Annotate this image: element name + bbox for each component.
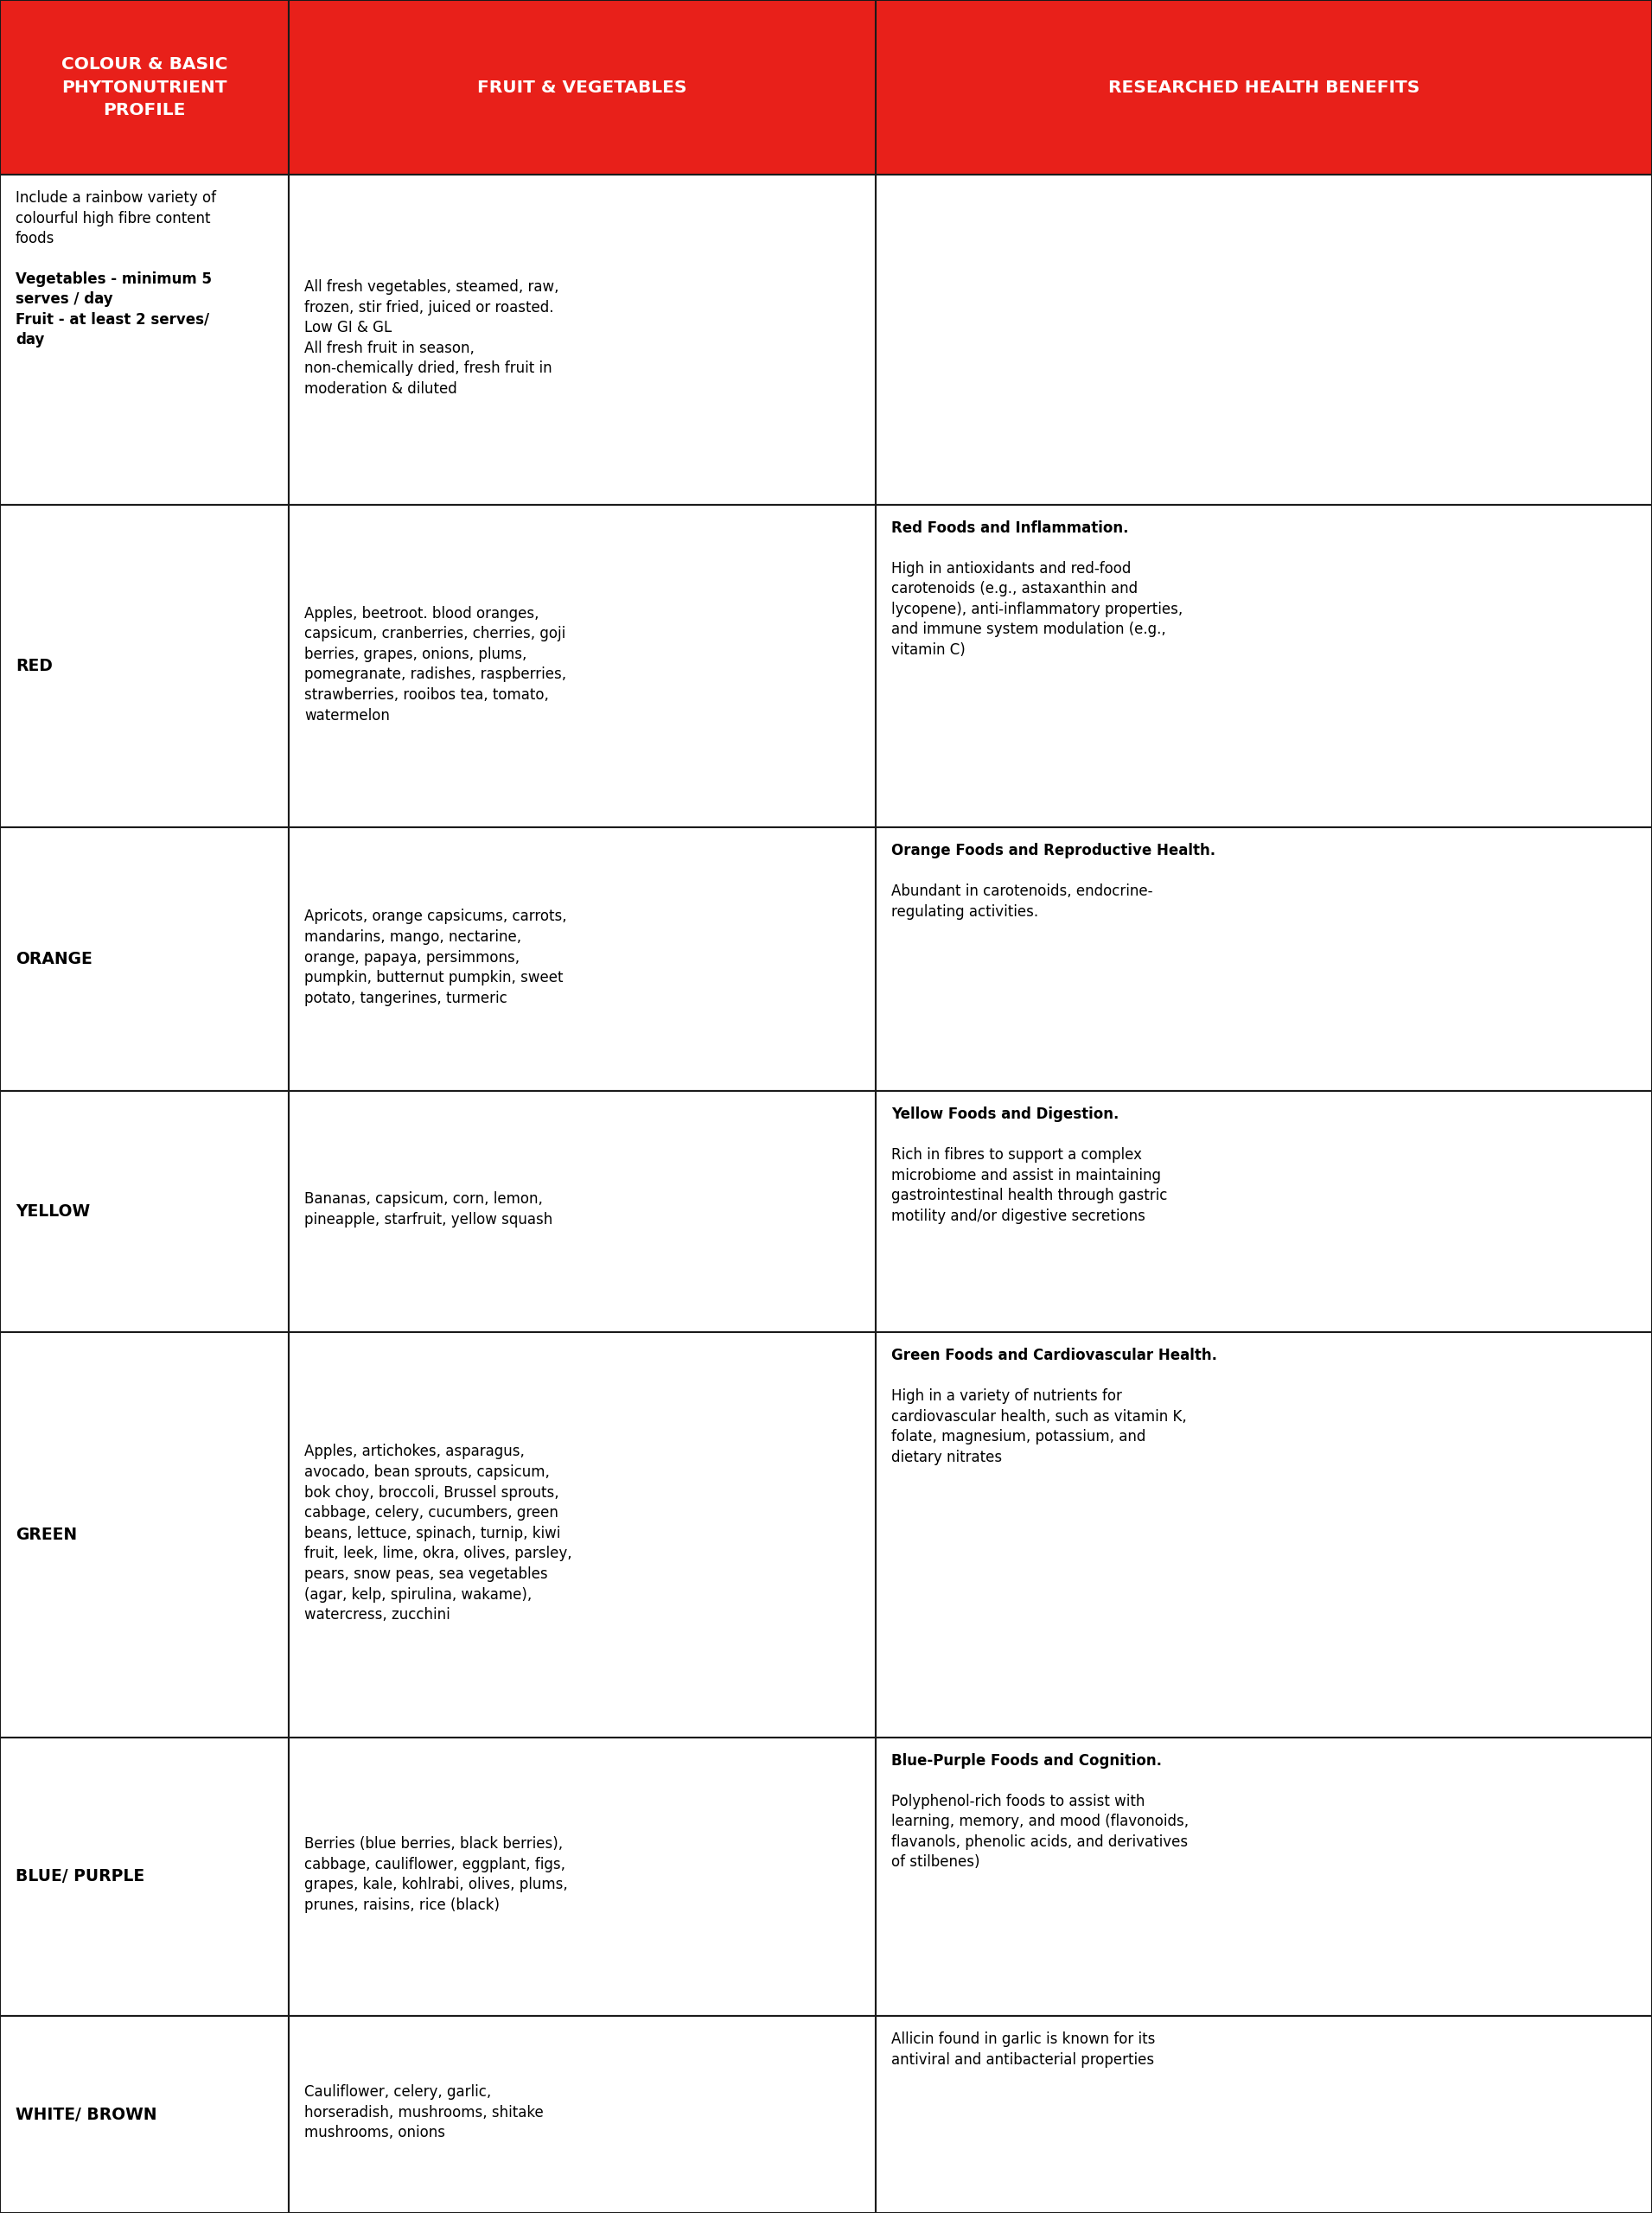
Text: Abundant in carotenoids, endocrine-
regulating activities.: Abundant in carotenoids, endocrine- regu…	[890, 863, 1153, 921]
Bar	[876, 1091, 1652, 1332]
Text: WHITE/ BROWN: WHITE/ BROWN	[15, 2107, 157, 2122]
Text: GREEN: GREEN	[15, 1527, 78, 1542]
Bar	[876, 2016, 1652, 2213]
Text: ORANGE: ORANGE	[15, 952, 93, 967]
Text: All fresh vegetables, steamed, raw,
frozen, stir fried, juiced or roasted.
Low G: All fresh vegetables, steamed, raw, froz…	[304, 279, 560, 396]
Text: Apples, beetroot. blood oranges,
capsicum, cranberries, cherries, goji
berries, : Apples, beetroot. blood oranges, capsicu…	[304, 606, 567, 724]
Bar	[0, 828, 289, 1091]
Bar	[289, 175, 876, 505]
Text: High in a variety of nutrients for
cardiovascular health, such as vitamin K,
fol: High in a variety of nutrients for cardi…	[890, 1368, 1186, 1465]
Text: Bananas, capsicum, corn, lemon,
pineapple, starfruit, yellow squash: Bananas, capsicum, corn, lemon, pineappl…	[304, 1191, 553, 1228]
Text: Include a rainbow variety of
colourful high fibre content
foods: Include a rainbow variety of colourful h…	[15, 190, 216, 268]
Bar	[289, 0, 876, 175]
Text: Orange Foods and Reproductive Health.: Orange Foods and Reproductive Health.	[890, 843, 1216, 859]
Bar	[289, 2016, 876, 2213]
Bar	[0, 175, 289, 505]
Text: Allicin found in garlic is known for its
antiviral and antibacterial properties: Allicin found in garlic is known for its…	[890, 2032, 1155, 2067]
Text: Polyphenol-rich foods to assist with
learning, memory, and mood (flavonoids,
fla: Polyphenol-rich foods to assist with lea…	[890, 1773, 1188, 1870]
Bar	[289, 505, 876, 828]
Text: Rich in fibres to support a complex
microbiome and assist in maintaining
gastroi: Rich in fibres to support a complex micr…	[890, 1126, 1168, 1224]
Bar	[876, 1332, 1652, 1737]
Bar	[876, 505, 1652, 828]
Text: RESEARCHED HEALTH BENEFITS: RESEARCHED HEALTH BENEFITS	[1108, 80, 1419, 95]
Bar	[0, 2016, 289, 2213]
Bar	[289, 1332, 876, 1737]
Bar	[0, 1332, 289, 1737]
Text: Blue-Purple Foods and Cognition.: Blue-Purple Foods and Cognition.	[890, 1753, 1161, 1768]
Text: High in antioxidants and red-food
carotenoids (e.g., astaxanthin and
lycopene), : High in antioxidants and red-food carote…	[890, 540, 1183, 657]
Bar	[0, 505, 289, 828]
Text: RED: RED	[15, 657, 53, 675]
Text: Red Foods and Inflammation.: Red Foods and Inflammation.	[890, 520, 1128, 536]
Text: BLUE/ PURPLE: BLUE/ PURPLE	[15, 1868, 144, 1885]
Text: FRUIT & VEGETABLES: FRUIT & VEGETABLES	[477, 80, 687, 95]
Text: Apricots, orange capsicums, carrots,
mandarins, mango, nectarine,
orange, papaya: Apricots, orange capsicums, carrots, man…	[304, 910, 567, 1007]
Text: Cauliflower, celery, garlic,
horseradish, mushrooms, shitake
mushrooms, onions: Cauliflower, celery, garlic, horseradish…	[304, 2085, 544, 2140]
Text: Apples, artichokes, asparagus,
avocado, bean sprouts, capsicum,
bok choy, brocco: Apples, artichokes, asparagus, avocado, …	[304, 1443, 572, 1622]
Bar	[876, 1737, 1652, 2016]
Text: Green Foods and Cardiovascular Health.: Green Foods and Cardiovascular Health.	[890, 1348, 1218, 1363]
Bar	[876, 828, 1652, 1091]
Bar	[0, 0, 289, 175]
Text: COLOUR & BASIC
PHYTONUTRIENT
PROFILE: COLOUR & BASIC PHYTONUTRIENT PROFILE	[61, 55, 228, 120]
Text: Yellow Foods and Digestion.: Yellow Foods and Digestion.	[890, 1106, 1118, 1122]
Bar	[876, 175, 1652, 505]
Bar	[876, 0, 1652, 175]
Bar	[0, 1737, 289, 2016]
Text: YELLOW: YELLOW	[15, 1204, 89, 1219]
Text: Vegetables - minimum 5
serves / day
Fruit - at least 2 serves/
day: Vegetables - minimum 5 serves / day Frui…	[15, 270, 211, 347]
Bar	[289, 828, 876, 1091]
Text: Berries (blue berries, black berries),
cabbage, cauliflower, eggplant, figs,
gra: Berries (blue berries, black berries), c…	[304, 1837, 568, 1912]
Bar	[289, 1091, 876, 1332]
Bar	[0, 1091, 289, 1332]
Bar	[289, 1737, 876, 2016]
